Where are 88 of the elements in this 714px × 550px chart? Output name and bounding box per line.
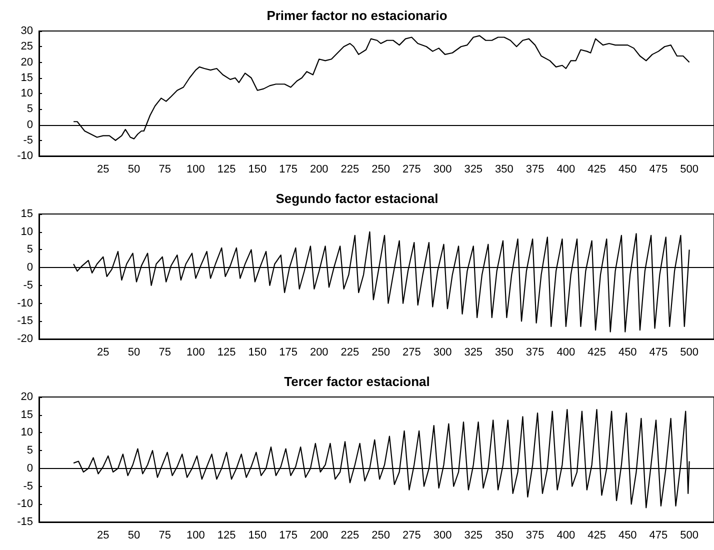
chart-title: Segundo factor estacional bbox=[276, 191, 438, 206]
x-tick-label: 450 bbox=[618, 164, 637, 176]
x-tick-label: 175 bbox=[279, 346, 298, 358]
x-tick-label: 500 bbox=[680, 530, 698, 542]
x-tick-label: 450 bbox=[618, 346, 637, 358]
x-tick-label: 475 bbox=[649, 346, 668, 358]
chart-title: Tercer factor estacional bbox=[284, 374, 430, 389]
x-tick-label: 350 bbox=[495, 530, 514, 542]
y-tick-label: 25 bbox=[20, 40, 33, 53]
y-tick-label: 15 bbox=[20, 408, 33, 421]
x-tick-label: 500 bbox=[680, 346, 698, 358]
x-tick-label: 100 bbox=[186, 530, 205, 542]
x-tick-label: 150 bbox=[248, 530, 267, 542]
x-tick-label: 400 bbox=[556, 164, 576, 176]
y-tick-label: -5 bbox=[23, 134, 33, 146]
y-tick-label: 5 bbox=[26, 244, 33, 256]
x-tick-label: 50 bbox=[128, 346, 140, 358]
y-tick-label: -5 bbox=[23, 480, 33, 492]
x-tick-label: 375 bbox=[526, 164, 544, 176]
y-tick-label: 0 bbox=[26, 118, 33, 131]
x-tick-label: 375 bbox=[526, 346, 544, 358]
x-tick-label: 225 bbox=[340, 164, 360, 176]
x-tick-label: 325 bbox=[464, 346, 483, 358]
y-tick-label: 0 bbox=[26, 462, 33, 474]
x-tick-label: 50 bbox=[128, 530, 140, 542]
x-tick-label: 50 bbox=[128, 164, 140, 176]
x-tick-label: 200 bbox=[310, 164, 328, 176]
x-tick-label: 475 bbox=[649, 530, 668, 542]
y-tick-label: 10 bbox=[20, 426, 33, 439]
x-tick-label: 75 bbox=[158, 530, 171, 542]
x-tick-label: 300 bbox=[433, 530, 452, 542]
y-tick-label: 0 bbox=[26, 262, 33, 274]
x-tick-label: 100 bbox=[186, 164, 205, 176]
y-tick-label: -10 bbox=[17, 498, 33, 510]
y-tick-label: 15 bbox=[20, 208, 33, 220]
x-tick-label: 150 bbox=[248, 346, 267, 358]
y-tick-label: 5 bbox=[26, 444, 33, 457]
x-tick-label: 350 bbox=[495, 164, 514, 176]
x-tick-label: 250 bbox=[372, 530, 390, 542]
x-tick-label: 275 bbox=[402, 346, 421, 358]
x-tick-label: 125 bbox=[217, 346, 236, 358]
x-tick-label: 25 bbox=[97, 530, 110, 542]
x-tick-label: 75 bbox=[158, 164, 171, 176]
x-tick-label: 25 bbox=[97, 164, 110, 176]
x-tick-label: 425 bbox=[588, 164, 606, 176]
y-tick-label: -5 bbox=[23, 279, 33, 292]
x-tick-label: 450 bbox=[618, 530, 637, 542]
x-tick-label: 400 bbox=[556, 346, 576, 358]
x-tick-label: 75 bbox=[158, 346, 171, 358]
y-tick-label: 30 bbox=[20, 25, 33, 37]
x-tick-label: 275 bbox=[402, 164, 421, 176]
chart-title: Primer factor no estacionario bbox=[266, 8, 448, 23]
y-tick-label: 20 bbox=[20, 56, 33, 68]
y-tick-label: 10 bbox=[20, 88, 33, 100]
x-tick-label: 200 bbox=[310, 530, 328, 542]
x-tick-label: 300 bbox=[433, 346, 452, 358]
x-tick-label: 250 bbox=[372, 346, 390, 358]
x-tick-label: 200 bbox=[310, 346, 328, 358]
x-tick-label: 25 bbox=[97, 346, 110, 358]
y-tick-label: -15 bbox=[17, 516, 33, 528]
x-tick-label: 250 bbox=[372, 164, 390, 176]
x-tick-label: 300 bbox=[433, 164, 452, 176]
x-tick-label: 175 bbox=[279, 164, 298, 176]
x-tick-label: 275 bbox=[402, 530, 421, 542]
x-tick-label: 225 bbox=[340, 346, 360, 358]
x-tick-label: 125 bbox=[217, 530, 236, 542]
y-tick-label: -10 bbox=[17, 150, 33, 162]
x-tick-label: 150 bbox=[248, 164, 267, 176]
x-tick-label: 425 bbox=[588, 346, 606, 358]
x-tick-label: 125 bbox=[217, 164, 236, 176]
y-tick-label: 5 bbox=[26, 103, 33, 116]
x-tick-label: 225 bbox=[340, 530, 360, 542]
x-tick-label: 425 bbox=[588, 530, 606, 542]
y-tick-label: -15 bbox=[17, 315, 33, 328]
x-tick-label: 350 bbox=[495, 346, 514, 358]
y-tick-label: -20 bbox=[17, 333, 33, 345]
x-tick-label: 100 bbox=[186, 346, 205, 358]
x-tick-label: 400 bbox=[556, 530, 576, 542]
y-tick-label: 15 bbox=[20, 72, 33, 84]
y-tick-label: 10 bbox=[20, 226, 33, 238]
y-tick-label: 20 bbox=[20, 391, 33, 403]
x-tick-label: 325 bbox=[464, 530, 483, 542]
x-tick-label: 475 bbox=[649, 164, 668, 176]
x-tick-label: 500 bbox=[680, 164, 698, 176]
x-tick-label: 175 bbox=[279, 530, 298, 542]
x-tick-label: 375 bbox=[526, 530, 544, 542]
y-tick-label: -10 bbox=[17, 297, 33, 310]
x-tick-label: 325 bbox=[464, 164, 483, 176]
